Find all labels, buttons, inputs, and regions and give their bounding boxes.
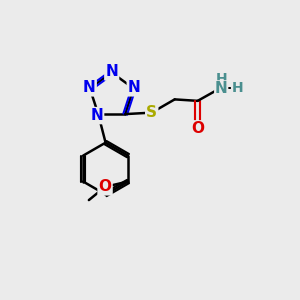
Text: N: N	[215, 81, 228, 96]
Text: O: O	[191, 121, 204, 136]
Text: H: H	[215, 72, 227, 86]
Text: N: N	[83, 80, 96, 95]
Text: N: N	[105, 64, 118, 80]
Text: S: S	[146, 105, 157, 120]
Text: O: O	[99, 179, 112, 194]
Text: N: N	[128, 80, 140, 95]
Text: N: N	[90, 108, 103, 123]
Text: H: H	[232, 82, 243, 95]
